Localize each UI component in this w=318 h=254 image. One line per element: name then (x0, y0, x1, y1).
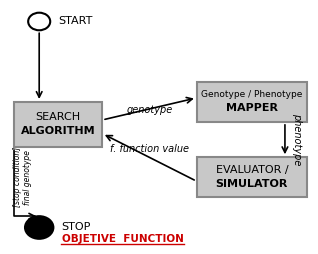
FancyBboxPatch shape (197, 82, 307, 122)
Text: f. function value: f. function value (110, 144, 189, 154)
Text: SEARCH: SEARCH (36, 112, 81, 122)
Text: phenotype: phenotype (292, 113, 302, 166)
Text: STOP: STOP (61, 223, 91, 232)
Text: [stop condition]: [stop condition] (13, 147, 22, 207)
Text: final genotype: final genotype (23, 150, 32, 205)
Text: OBJETIVE  FUNCTION: OBJETIVE FUNCTION (62, 234, 183, 244)
Text: MAPPER: MAPPER (226, 103, 278, 113)
Text: SIMULATOR: SIMULATOR (216, 179, 288, 188)
Text: ALGORITHM: ALGORITHM (21, 126, 95, 136)
Text: genotype: genotype (126, 105, 173, 115)
Circle shape (25, 216, 53, 239)
Text: START: START (58, 17, 93, 26)
FancyBboxPatch shape (197, 157, 307, 197)
Text: EVALUATOR /: EVALUATOR / (216, 165, 288, 175)
Text: Genotype / Phenotype: Genotype / Phenotype (201, 90, 302, 99)
FancyBboxPatch shape (14, 102, 102, 147)
